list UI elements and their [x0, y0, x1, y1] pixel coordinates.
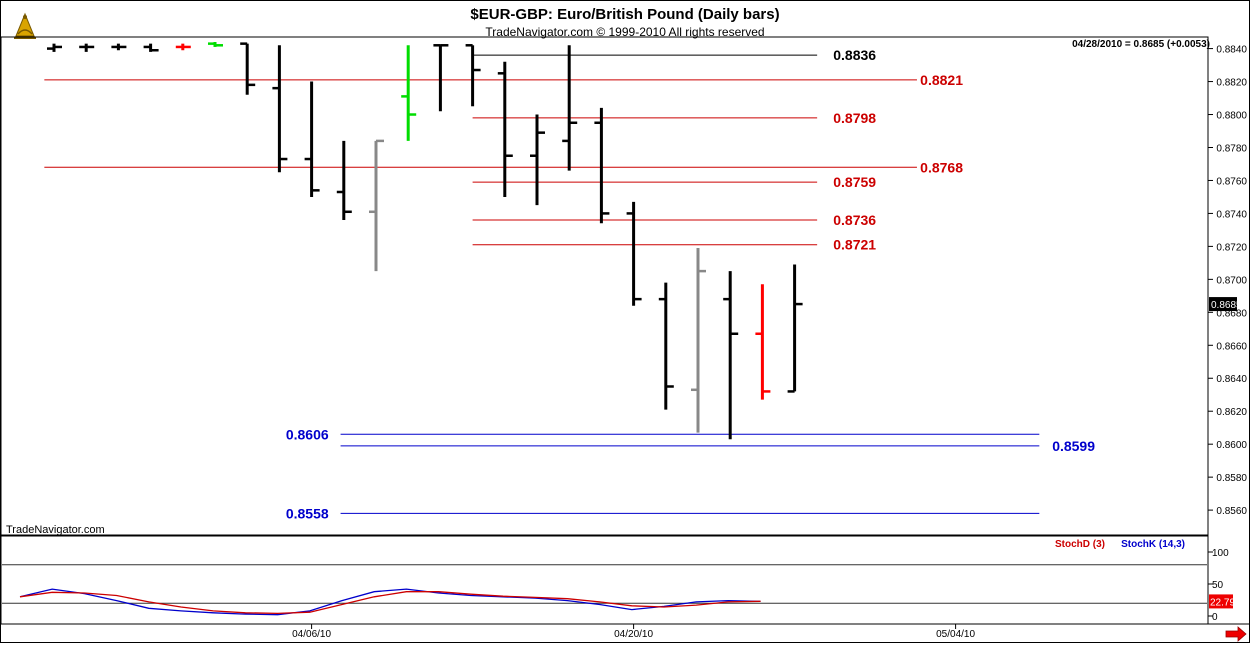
watermark: TradeNavigator.com — [6, 524, 105, 536]
level-label: 0.8798 — [833, 110, 876, 126]
y-tick-label: 0.8840 — [1216, 45, 1247, 56]
y-tick-label: 0.8800 — [1216, 111, 1247, 122]
level-label: 0.8768 — [920, 159, 963, 175]
ohlc-bar — [755, 284, 771, 400]
sextant-logo-icon — [14, 12, 36, 39]
last-price-badge — [1209, 297, 1237, 312]
right-arrow-icon[interactable] — [1225, 626, 1247, 642]
level-label: 0.8606 — [286, 426, 329, 442]
level-label: 0.8721 — [833, 237, 876, 253]
price-chart: 0.8840 0.8820 0.8800 0.8780 0.8760 0.8740 0.87… — [44, 42, 1247, 521]
x-axis: 04/06/10 04/20/10 05/04/10 — [292, 624, 975, 640]
y-tick-label: 0.8720 — [1216, 242, 1247, 253]
ohlc-bar — [272, 45, 288, 173]
y-tick-label: 0.8680 — [1216, 308, 1247, 319]
stoch-legend-entry: StochD (3) — [1055, 539, 1105, 550]
level-label: 0.8836 — [833, 47, 876, 63]
ohlc-bar — [530, 114, 545, 206]
level-label: 0.8558 — [286, 505, 329, 521]
y-tick-label: 0.8780 — [1216, 143, 1247, 154]
ohlc-bar — [691, 248, 706, 433]
x-tick-label: 05/04/10 — [936, 629, 975, 640]
level-label: 0.8736 — [833, 212, 876, 228]
stoch-y-tick-label: 0 — [1212, 612, 1218, 623]
stochastic-chart: 100 50 0 StochK (14,3) StochD (3) 22.79 — [2, 539, 1235, 623]
chart-subtitle: TradeNavigator.com © 1999-2010 All right… — [485, 25, 764, 39]
stoch-series-line — [19, 588, 761, 616]
y-tick-label: 0.8660 — [1216, 341, 1247, 352]
quote-readout: 04/28/2010 = 0.8685 (+0.0053) — [1072, 39, 1210, 50]
y-tick-label: 0.8820 — [1216, 78, 1247, 89]
y-tick-label: 0.8740 — [1216, 209, 1247, 220]
stoch-y-tick-label: 100 — [1212, 548, 1229, 559]
y-tick-label: 0.8700 — [1216, 275, 1247, 286]
price-plot-area — [44, 42, 1040, 514]
ohlc-bar — [240, 42, 256, 95]
last-price-label: 0.8685 — [1211, 300, 1242, 311]
ohlc-bar — [79, 43, 95, 52]
ohlc-bar — [47, 43, 62, 52]
y-tick-label: 0.8560 — [1216, 506, 1247, 517]
stoch-series-line — [19, 591, 761, 615]
ohlc-bar — [787, 264, 803, 393]
ohlc-bar — [304, 81, 320, 197]
ohlc-bar — [594, 107, 610, 224]
stoch-y-tick-label: 50 — [1212, 580, 1224, 591]
y-tick-label: 0.8760 — [1216, 176, 1247, 187]
y-tick-label: 0.8580 — [1216, 473, 1247, 484]
ohlc-bar — [433, 44, 449, 112]
ohlc-bar — [465, 44, 481, 107]
stoch-legend-entry: StochK (14,3) — [1121, 539, 1185, 550]
chart-title: $EUR-GBP: Euro/British Pound (Daily bars… — [470, 6, 779, 23]
ohlc-bar — [626, 201, 642, 306]
level-label: 0.8821 — [920, 72, 963, 88]
ohlc-bar — [143, 43, 159, 52]
ohlc-bar — [562, 45, 578, 171]
ohlc-bar — [369, 139, 384, 272]
ohlc-bar — [175, 43, 191, 51]
y-tick-label: 0.8620 — [1216, 407, 1247, 418]
ohlc-bar — [723, 271, 739, 440]
y-tick-label: 0.8640 — [1216, 374, 1247, 385]
y-tick-label: 0.8600 — [1216, 440, 1247, 451]
x-tick-label: 04/06/10 — [292, 629, 331, 640]
ohlc-bar — [658, 282, 674, 410]
level-label: 0.8599 — [1052, 438, 1095, 454]
ohlc-bar — [497, 61, 513, 197]
level-label: 0.8759 — [833, 174, 876, 190]
x-tick-label: 04/20/10 — [614, 629, 653, 640]
ohlc-bar — [336, 140, 352, 221]
ohlc-bar — [111, 43, 127, 51]
ohlc-bar — [208, 42, 223, 47]
stoch-last-badge — [1209, 594, 1233, 609]
stoch-last-label: 22.79 — [1210, 597, 1235, 608]
ohlc-bar — [401, 45, 417, 141]
